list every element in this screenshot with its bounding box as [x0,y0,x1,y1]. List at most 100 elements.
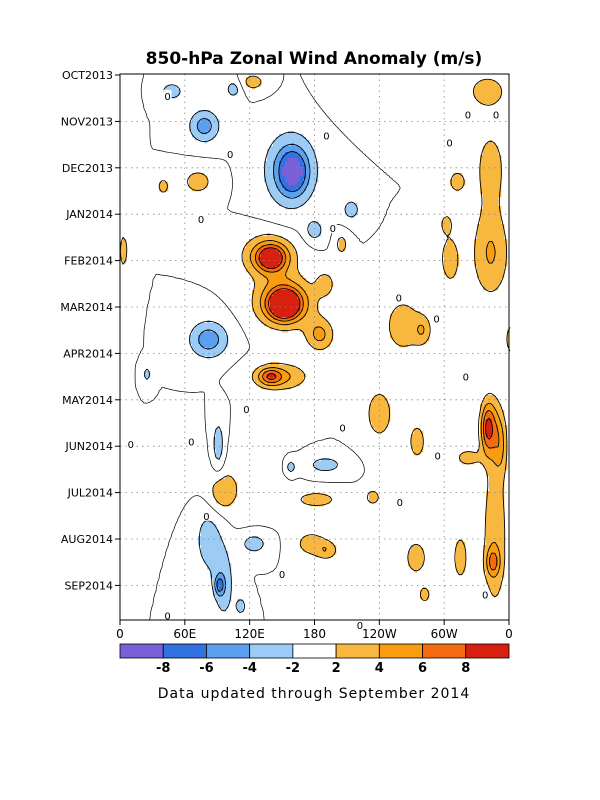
field-cell [165,185,169,189]
field-cell [147,371,151,375]
field-cell [420,317,424,321]
field-cell [297,368,301,372]
field-cell [495,398,499,402]
field-cell [396,308,400,312]
field-cell [501,524,505,528]
field-cell [492,530,496,534]
field-cell [447,275,451,279]
field-cell [294,173,298,177]
field-cell [324,323,328,327]
field-cell [270,164,274,168]
field-cell [426,320,430,324]
field-cell [291,200,295,204]
field-cell [312,311,316,315]
field-cell [507,332,510,336]
field-cell [480,215,484,219]
field-cell [306,320,310,324]
field-cell [204,110,208,114]
field-cell [492,440,496,444]
field-cell [489,230,493,234]
field-cell [279,317,283,321]
field-cell [492,470,496,474]
field-cell [495,191,499,195]
field-cell [480,245,484,249]
field-cell [486,269,490,273]
field-cell [252,245,256,249]
field-cell [492,152,496,156]
field-cell [447,224,451,228]
field-cell [210,530,214,534]
field-cell [423,332,427,336]
field-cell [300,377,304,381]
field-cell [501,224,505,228]
field-cell [258,314,262,318]
field-cell [306,293,310,297]
field-cell [489,539,493,543]
field-cell [498,449,502,453]
field-cell [315,296,319,300]
field-cell [411,443,415,447]
field-cell [276,290,280,294]
field-cell [501,521,505,525]
field-cell [495,401,499,405]
field-cell [306,494,310,498]
field-cell [222,329,226,333]
field-cell [210,350,214,354]
field-cell [267,185,271,189]
field-cell [498,164,502,168]
field-cell [315,536,319,540]
contour-label-bg [395,495,404,507]
field-cell [270,278,274,282]
field-cell [354,206,358,210]
field-cell [255,545,259,549]
field-cell [318,542,322,546]
field-cell [291,134,295,138]
field-cell [267,386,271,390]
field-cell [270,374,274,378]
field-cell [222,581,226,585]
field-cell [498,266,502,270]
field-cell [477,260,481,264]
field-cell [456,554,460,558]
field-cell [282,251,286,255]
field-cell [399,320,403,324]
field-cell [486,260,490,264]
field-cell [288,326,292,330]
field-cell [279,302,283,306]
field-cell [501,233,505,237]
field-cell [498,95,502,99]
field-cell [270,182,274,186]
field-cell [225,569,229,573]
field-cell [306,539,310,543]
field-cell [303,287,307,291]
field-cell [222,341,226,345]
field-cell [492,404,496,408]
field-cell [216,443,220,447]
field-cell [486,404,490,408]
field-cell [384,401,388,405]
field-cell [282,269,286,273]
field-cell [498,518,502,522]
field-cell [273,260,277,264]
field-cell [390,317,394,321]
field-cell [207,554,211,558]
field-cell [294,194,298,198]
field-cell [300,203,304,207]
x-tick-label: 120E [234,627,265,641]
field-cell [498,545,502,549]
field-cell [495,194,499,198]
y-tick-label: NOV2013 [61,115,113,128]
field-cell [483,563,487,567]
field-cell [276,140,280,144]
field-cell [177,89,181,93]
field-cell [486,143,490,147]
field-cell [255,380,259,384]
field-cell [285,170,289,174]
field-cell [273,368,277,372]
field-cell [372,497,376,501]
field-cell [282,302,286,306]
field-cell [486,98,490,102]
field-cell [249,80,253,84]
field-cell [303,317,307,321]
field-cell [300,176,304,180]
